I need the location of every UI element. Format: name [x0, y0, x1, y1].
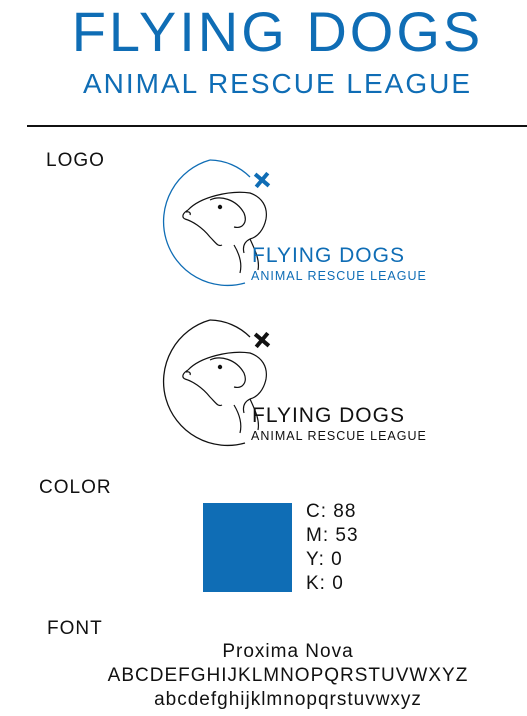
page-subtitle: ANIMAL RESCUE LEAGUE	[82, 68, 473, 99]
logo-name: FLYING DOGS	[252, 244, 405, 267]
cmyk-c: C: 88	[306, 501, 357, 522]
logo-section-label: LOGO	[46, 150, 105, 171]
font-lowercase-sample: abcdefghijklmnopqrstuvwxyz	[154, 689, 422, 710]
color-section-label: COLOR	[39, 477, 112, 498]
plane-icon	[253, 331, 271, 349]
font-name: Proxima Nova	[222, 641, 354, 662]
font-section-label: FONT	[47, 618, 103, 639]
divider	[27, 125, 527, 127]
logo-black: FLYING DOGS ANIMAL RESCUE LEAGUE	[162, 319, 427, 447]
cmyk-y: Y: 0	[306, 549, 343, 570]
color-swatch	[203, 503, 292, 592]
font-uppercase-sample: ABCDEFGHIJKLMNOPQRSTUVWXYZ	[107, 665, 469, 686]
logo-name: FLYING DOGS	[252, 404, 405, 427]
cmyk-k: K: 0	[306, 573, 344, 594]
dog-head-icon	[182, 351, 267, 434]
logo-tagline: ANIMAL RESCUE LEAGUE	[251, 429, 427, 443]
logo-tagline: ANIMAL RESCUE LEAGUE	[251, 269, 427, 283]
cmyk-values: C: 88 M: 53 Y: 0 K: 0	[306, 500, 359, 596]
dog-head-icon	[182, 191, 267, 274]
logo-color: FLYING DOGS ANIMAL RESCUE LEAGUE	[162, 159, 427, 287]
page-title: FLYING DOGS	[71, 0, 484, 63]
plane-icon	[253, 171, 271, 189]
cmyk-m: M: 53	[306, 525, 359, 546]
